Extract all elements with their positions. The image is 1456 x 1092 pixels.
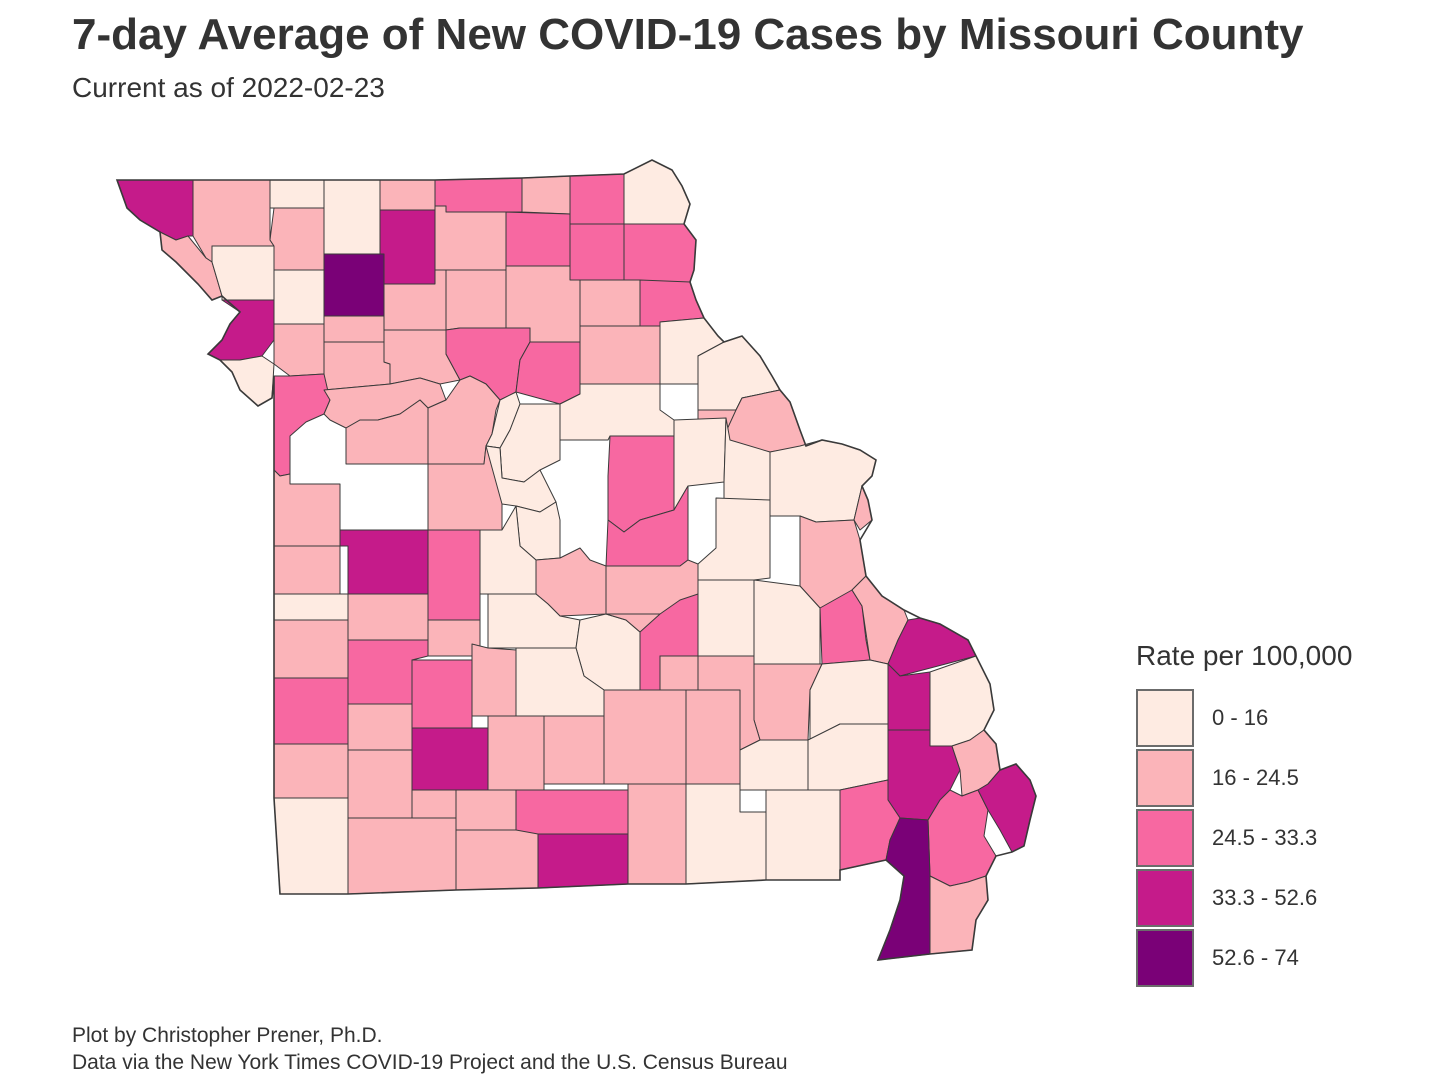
- county-bates: [273, 545, 341, 595]
- county-gentry: [269, 207, 325, 271]
- county-clinton: [273, 269, 325, 325]
- county-taney: [347, 817, 457, 895]
- county-cooper: [485, 445, 557, 513]
- legend-item: 24.5 - 33.3: [1136, 808, 1436, 868]
- county-adair: [569, 213, 625, 281]
- chart-title: 7-day Average of New COVID-19 Cases by M…: [72, 10, 1304, 59]
- county-vernon: [273, 593, 349, 621]
- legend-swatch: [1136, 749, 1194, 807]
- county-benton: [427, 529, 481, 621]
- county-dekalb: [323, 253, 385, 317]
- legend-label: 52.6 - 74: [1212, 945, 1299, 970]
- caption-source: Data via the New York Times COVID-19 Pro…: [72, 1051, 788, 1074]
- county-newton: [273, 743, 349, 799]
- county-carter: [739, 739, 809, 791]
- caption-author: Plot by Christopher Prener, Ph.D.: [72, 1024, 383, 1047]
- county-mercer: [379, 179, 436, 211]
- county-dent: [659, 655, 699, 691]
- legend-swatch: [1136, 809, 1194, 867]
- county-buchanan: [207, 299, 275, 361]
- county-worth: [269, 179, 325, 209]
- county-shannon: [685, 689, 741, 785]
- county-putnam: [434, 177, 523, 213]
- county-jasper: [273, 677, 349, 745]
- county-grundy: [434, 205, 507, 271]
- county-douglas: [515, 789, 629, 835]
- legend-label: 24.5 - 33.3: [1212, 825, 1318, 850]
- county-barry: [347, 749, 413, 819]
- legend-swatch: [1136, 689, 1194, 747]
- county-greene: [411, 727, 489, 791]
- county-clay: [273, 323, 325, 377]
- county-mcdonald: [273, 797, 349, 895]
- county-ripley: [765, 789, 841, 881]
- county-monroe: [579, 325, 661, 385]
- county-harrison: [323, 179, 381, 255]
- legend-label: 0 - 16: [1212, 705, 1269, 730]
- legend-item: 52.6 - 74: [1136, 928, 1436, 988]
- legend-title: Rate per 100,000: [1136, 640, 1353, 671]
- county-caldwell: [323, 315, 385, 343]
- county-ozark: [537, 833, 629, 889]
- map-legend: Rate per 100,000 0 - 16 16 - 24.5 24.5 -…: [1136, 640, 1436, 988]
- chart-subtitle: Current as of 2022-02-23: [72, 72, 385, 103]
- county-wayne: [807, 723, 889, 791]
- county-oregon: [685, 783, 767, 885]
- legend-item: 16 - 24.5: [1136, 748, 1436, 808]
- caption: Plot by Christopher Prener, Ph.D. Data v…: [72, 1022, 788, 1076]
- county-scotland: [569, 173, 625, 225]
- county-jackson: [273, 373, 331, 477]
- county-knox: [623, 223, 697, 283]
- county-texas: [603, 689, 687, 785]
- legend-swatch: [1136, 929, 1194, 987]
- county-crawford: [697, 579, 755, 657]
- county-howell: [627, 783, 687, 885]
- county-camden: [487, 593, 581, 649]
- county-henry: [339, 529, 429, 595]
- legend-label: 33.3 - 52.6: [1212, 885, 1318, 910]
- county-platte: [219, 355, 275, 407]
- county-wright: [543, 715, 605, 785]
- county-shelby: [579, 279, 641, 327]
- county-dallas: [471, 643, 517, 717]
- county-randolph: [515, 341, 581, 405]
- state-outline: [115, 159, 1037, 961]
- county-webster: [487, 715, 545, 791]
- county-daviess: [379, 209, 436, 285]
- county-washington: [753, 579, 821, 665]
- county-linn: [445, 269, 507, 331]
- county-franklin: [697, 497, 771, 581]
- county-andrew: [211, 245, 275, 301]
- county-barton: [273, 619, 349, 679]
- county-cass: [273, 469, 341, 547]
- legend-label: 16 - 24.5: [1212, 765, 1299, 790]
- legend-item: 33.3 - 52.6: [1136, 868, 1436, 928]
- county-johnson: [345, 399, 429, 465]
- legend-item: 0 - 16: [1136, 688, 1436, 748]
- county-christian: [455, 789, 517, 831]
- county-polygons: [116, 159, 1037, 961]
- county-ray: [323, 341, 391, 391]
- legend-swatch: [1136, 869, 1194, 927]
- county-polk: [411, 659, 473, 729]
- county-schuyler: [521, 175, 571, 215]
- county-st-clair: [347, 593, 429, 641]
- county-lawrence: [347, 703, 413, 751]
- county-cass2: [455, 829, 539, 891]
- county-sullivan: [505, 211, 571, 267]
- county-stone: [411, 789, 457, 819]
